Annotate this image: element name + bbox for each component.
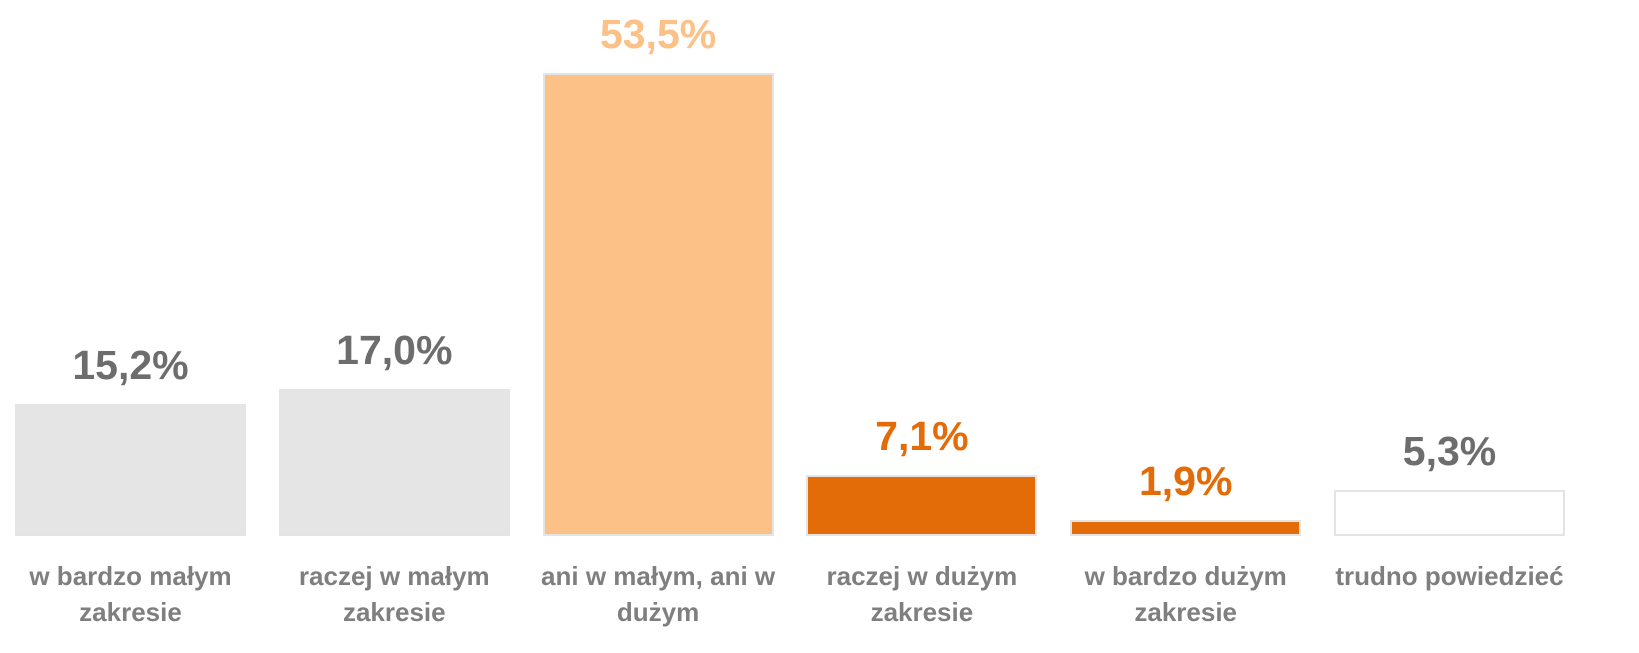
bar xyxy=(1334,490,1565,536)
x-tick-label: raczej w małym zakresie xyxy=(298,561,490,627)
x-tick-label: w bardzo dużym zakresie xyxy=(1084,561,1287,627)
bar xyxy=(278,388,510,536)
x-tick-label: ani w małym, ani w dużym xyxy=(541,561,776,627)
x-tick-label: w bardzo małym zakresie xyxy=(29,561,232,627)
value-label: 5,3% xyxy=(1402,428,1497,475)
value-label: 17,0% xyxy=(336,326,453,373)
value-label: 1,9% xyxy=(1138,457,1233,504)
x-tick-label: trudno powiedzieć xyxy=(1335,561,1564,591)
bar xyxy=(1070,519,1302,536)
bar xyxy=(15,404,246,536)
value-label: 53,5% xyxy=(599,11,717,57)
bar xyxy=(806,474,1038,536)
value-label: 7,1% xyxy=(875,412,969,459)
x-tick-label: raczej w dużym zakresie xyxy=(826,561,1018,627)
bar xyxy=(542,73,774,536)
value-label: 15,2% xyxy=(72,342,189,389)
